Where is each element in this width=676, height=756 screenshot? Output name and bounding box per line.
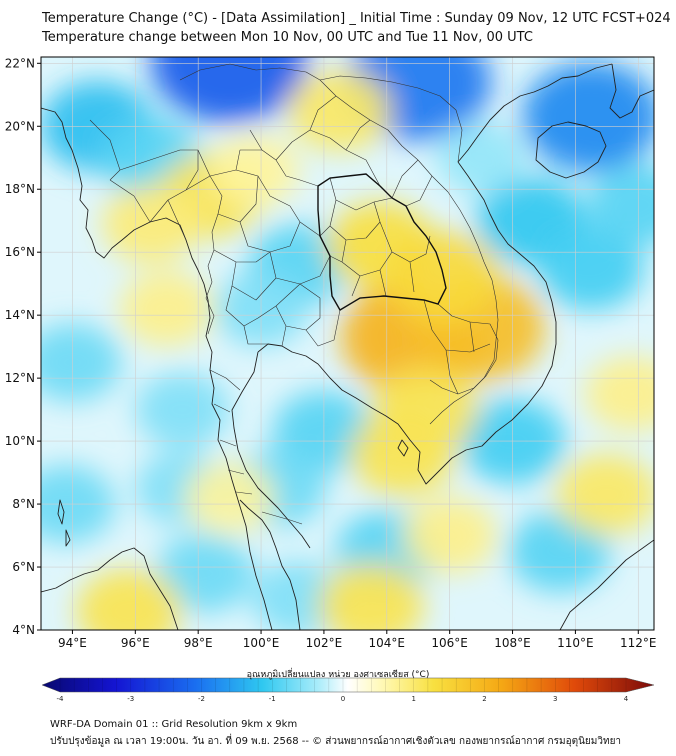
colorbar-title: อุณหภูมิเปลี่ยนแปลง หน่วย องศาเซลเซียส (… [246,670,430,680]
lon-tick-label: 108°E [494,636,531,650]
warm-anomaly-center [76,568,183,630]
provinces-central [225,283,341,347]
lon-tick-label: 104°E [369,636,406,650]
coastline-sumatra [41,547,179,630]
colorbar-tick-label: 1 [412,695,416,703]
northeast-thailand-outline [317,173,447,311]
highlight-region-border [317,173,447,311]
plot-area [41,57,654,630]
colorbar-tick-label: -1 [269,695,276,703]
cool-anomaly-center [587,164,654,246]
coastline-gulf-of-thailand [239,499,301,630]
coastline-myanmar-west [41,107,239,501]
colorbar: -4 -3 -2 -1 0 1 2 3 4 [41,677,655,703]
provinces-northeast [319,177,431,297]
lon-tick-label: 110°E [557,636,594,650]
lat-tick-label: 4°N [12,623,35,637]
coastline-borneo [559,539,654,630]
border-china [179,63,463,163]
provinces-south [209,369,253,495]
colorbar-ticks: -4 -3 -2 -1 0 1 2 3 4 [57,695,629,703]
warm-anomaly-center [102,184,201,264]
provinces-north [209,149,331,301]
coastline-hainan [535,121,607,179]
footer-model-info: WRF-DA Domain 01 :: Grid Resolution 9km … [50,719,298,730]
lon-tick-label: 100°E [243,636,280,650]
border-thailand-malaysia [261,511,303,525]
warm-anomaly-center [209,134,300,207]
cool-anomaly-center [436,121,527,194]
colorbar-divisions [59,678,627,692]
lat-tick-label: 22°N [5,56,35,70]
plot-frame [40,56,655,631]
colorbar-tick-label: -2 [198,695,205,703]
lat-tick-label: 14°N [5,308,35,322]
cool-anomaly-center [135,372,230,448]
island-andaman [57,499,65,525]
cool-anomaly-center [155,534,254,613]
lat-tick-label: 16°N [5,245,35,259]
coastlines [41,63,654,630]
border-cambodia-vietnam [429,299,499,425]
lon-tick-label: 94°E [58,636,87,650]
warm-anomaly-center [288,69,391,152]
lon-tick-label: 96°E [121,636,150,650]
lon-tick-label: 98°E [184,636,213,650]
warm-anomaly-center [318,562,425,630]
colorbar-tick-label: 3 [553,695,557,703]
colorbar-gradient [41,677,655,693]
coastline-malaya-south [237,499,273,630]
island-phuquoc [397,439,409,457]
colorbar-tick-label: -3 [127,695,134,703]
colorbar-tick-label: 0 [341,695,345,703]
colorbar-tick-label: -4 [57,695,65,703]
map-subtitle: Temperature change between Mon 10 Nov, 0… [42,30,533,45]
provinces-cambodia [423,299,491,395]
cool-anomaly-center [522,61,654,173]
warm-anomaly-center [555,453,654,536]
longitude-axis: 94°E 96°E 98°E 100°E 102°E 104°E 106°E 108°E 110… [58,630,657,650]
coastline-peninsula-east [231,351,311,549]
lat-tick-label: 20°N [5,119,35,133]
warm-anomaly-center [119,271,214,347]
lat-tick-label: 12°N [5,371,35,385]
cool-anomaly-center [538,225,645,311]
lon-tick-label: 102°E [306,636,343,650]
graticule [41,57,654,630]
coastline-thai-gulf-north [257,161,557,485]
map-title: Temperature Change (°C) - [Data Assimila… [42,11,671,26]
footer-credit: ปรับปรุงข้อมูล ณ เวลา 19:00น. วัน อา. ที… [50,736,622,747]
lat-tick-label: 10°N [5,434,35,448]
temperature-field [41,57,654,630]
lon-tick-label: 112°E [620,636,657,650]
colorbar-tick-label: 2 [482,695,486,703]
coastline-vietnam-north [457,63,613,163]
latitude-axis: 22°N 20°N 18°N 16°N 14°N 12°N 10°N 8°N 6°N 4°N [5,56,41,637]
provinces-myanmar [89,119,211,241]
coastline-china-south [609,63,654,119]
colorbar-tick-label: 4 [624,695,629,703]
lat-tick-label: 6°N [12,560,35,574]
cool-anomaly-center [41,323,122,402]
lon-tick-label: 106°E [431,636,468,650]
lat-tick-label: 18°N [5,182,35,196]
cool-anomaly-center [150,57,309,124]
warm-anomaly-center [585,356,654,432]
provinces-laos [275,95,433,207]
island-nicobar [65,529,71,547]
lat-tick-label: 8°N [12,497,35,511]
